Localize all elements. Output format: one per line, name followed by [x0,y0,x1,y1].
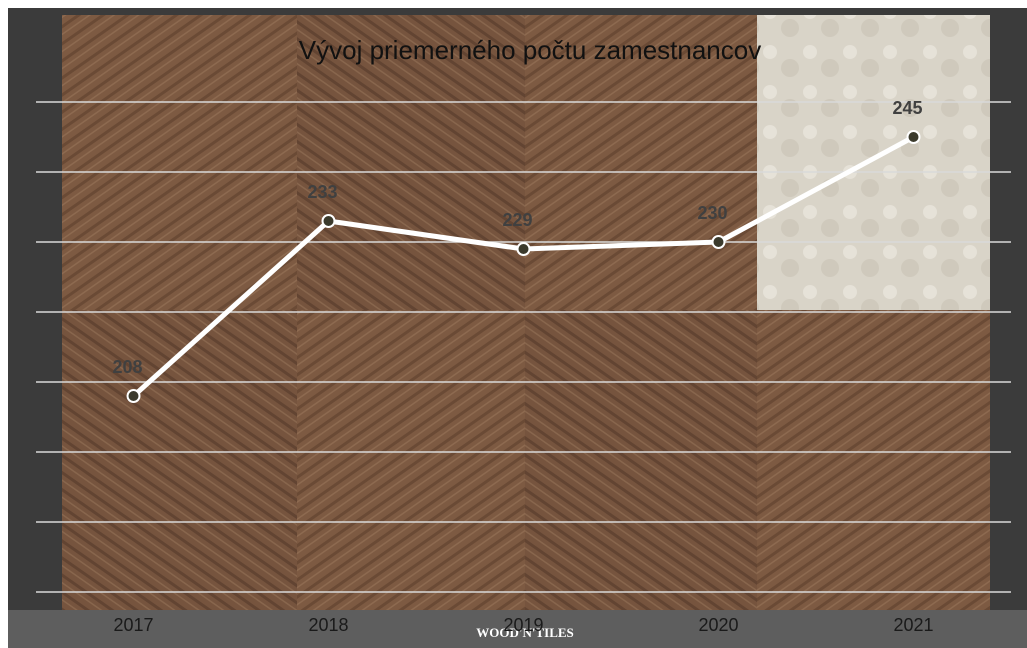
tile [62,15,297,310]
x-tick-label: 2019 [503,615,543,635]
tile [62,310,297,610]
x-tick-label: 2021 [893,615,933,635]
chart-title: Vývoj priemerného počtu zamestnancov [299,35,761,65]
marker [126,389,141,403]
tiles [62,15,990,610]
tile [525,15,757,310]
data-label: 233 [307,182,337,202]
marker [711,235,726,249]
floor [8,610,1027,648]
marker [516,242,531,256]
watermark: WOOD'N'TILES [476,625,574,640]
tile [525,310,757,610]
marker [906,130,921,144]
tile [757,310,990,610]
tile [757,15,990,310]
x-tick-label: 2018 [308,615,348,635]
data-label: 208 [112,357,142,377]
x-tick-label: 2017 [113,615,153,635]
data-label: 245 [892,98,922,118]
marker [321,214,336,228]
data-label: 230 [697,203,727,223]
x-tick-label: 2020 [698,615,738,635]
data-label: 229 [502,210,532,230]
tile [297,310,525,610]
tile [297,15,525,310]
